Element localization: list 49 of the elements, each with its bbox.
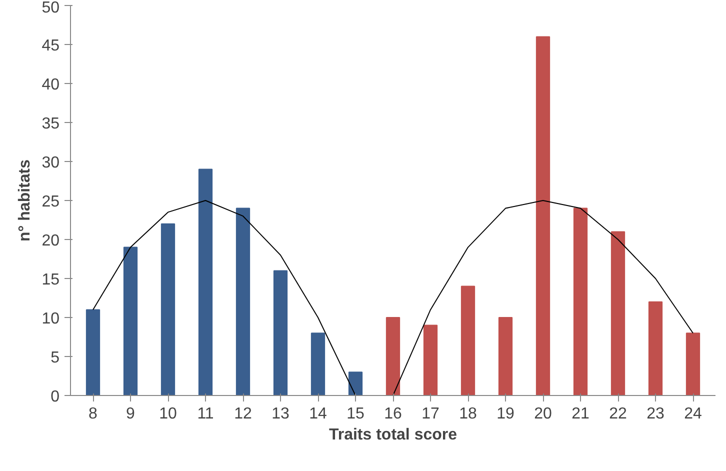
x-tick-label: 8 [88, 406, 98, 422]
x-tick-label: 17 [422, 406, 440, 422]
bar [198, 168, 213, 396]
bar [498, 317, 513, 396]
y-tick-label: 25 [42, 194, 60, 210]
y-tick-label: 50 [42, 0, 60, 16]
x-tick-label: 19 [496, 406, 514, 422]
bar [273, 270, 288, 396]
y-axis-title: n° habitats [16, 159, 34, 242]
bar [423, 324, 438, 396]
bar [386, 317, 400, 396]
bar [236, 208, 250, 396]
x-tick-label: 20 [534, 406, 552, 422]
x-tick-label: 23 [646, 406, 664, 422]
x-tick-label: 14 [309, 406, 327, 422]
y-tick-label: 40 [42, 76, 60, 94]
x-tick-label: 22 [609, 406, 627, 422]
x-tick-label: 15 [346, 406, 364, 422]
y-tick-label: 5 [50, 350, 60, 366]
y-tick-label: 35 [42, 116, 60, 132]
y-tick-label: 15 [42, 272, 60, 288]
x-tick-label: 21 [572, 406, 590, 422]
x-tick-label: 16 [384, 406, 402, 422]
y-tick-label: 0 [50, 388, 60, 406]
x-axis-title: Traits total score [328, 426, 458, 444]
bar [348, 372, 363, 396]
bar [610, 231, 626, 396]
bar [536, 36, 550, 396]
bar [460, 286, 476, 396]
line-series [92, 200, 356, 396]
x-tick-label: 24 [684, 406, 702, 422]
y-tick-label: 45 [42, 38, 60, 54]
bar [86, 309, 100, 396]
y-tick-label: 20 [42, 232, 60, 250]
y-tick-label: 30 [42, 154, 60, 172]
bar [648, 301, 663, 396]
bar [573, 208, 588, 396]
bar [160, 223, 176, 396]
bar [123, 246, 138, 396]
x-tick-label: 13 [272, 406, 290, 422]
line-series [392, 200, 694, 396]
x-tick-label: 10 [159, 406, 177, 422]
y-tick-label: 10 [42, 310, 60, 328]
bar [686, 332, 700, 396]
x-tick-label: 9 [126, 406, 136, 422]
x-tick-label: 12 [234, 406, 252, 422]
x-tick-label: 18 [459, 406, 477, 422]
bar [310, 332, 326, 396]
x-tick-label: 11 [197, 406, 214, 422]
